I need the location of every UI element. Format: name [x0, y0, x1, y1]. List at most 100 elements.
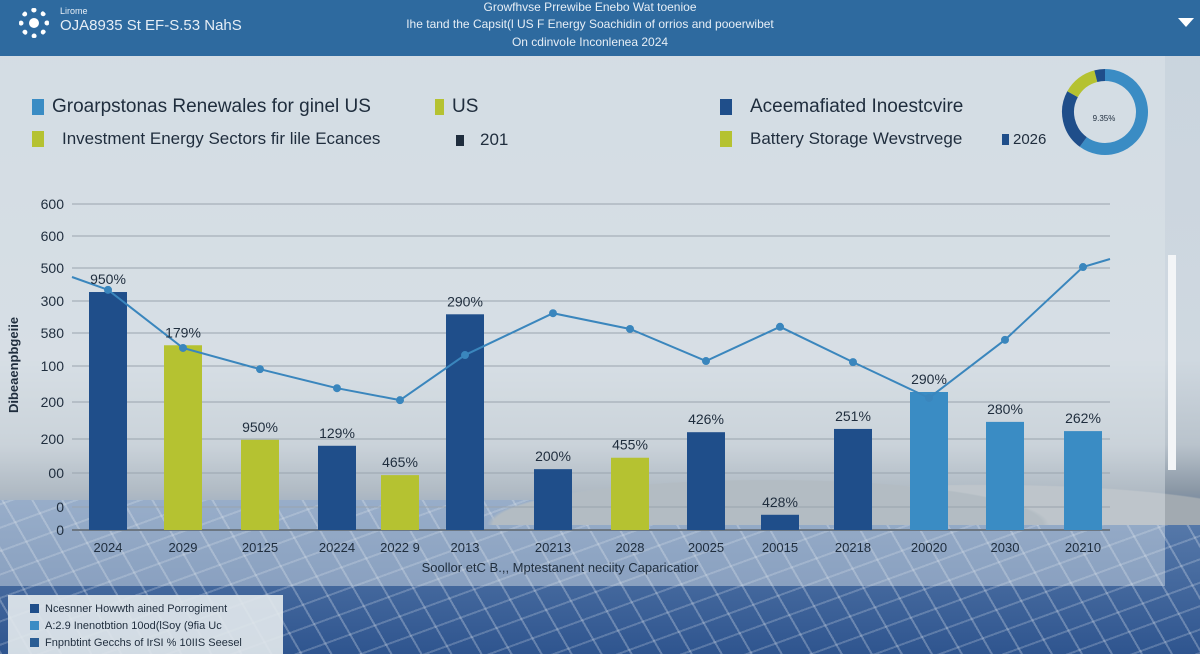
bar-value-label: 200%: [535, 448, 571, 464]
y-tick-label: 580: [41, 325, 65, 341]
bar: [986, 421, 1024, 530]
trend-point: [925, 393, 933, 402]
bottom-legend-item: Fnpnbtint Gecchs of IrSI % 10IIS Seesel: [30, 634, 283, 651]
x-tick-label: 20015: [762, 540, 798, 555]
legend-swatch: [30, 621, 39, 630]
bar: [318, 445, 356, 530]
header-subtitle-2: On cdinvoIe Inconlenea 2024: [511, 35, 669, 49]
brand-small: Lirome: [60, 6, 88, 16]
bar: [164, 345, 202, 530]
chevron-down-icon[interactable]: [1178, 18, 1194, 27]
bar-value-label: 251%: [835, 408, 871, 424]
x-tick-label: 2022 9: [380, 540, 420, 555]
donut-label: 9.35%: [1093, 114, 1116, 123]
bar-value-label: 129%: [319, 425, 355, 441]
bottom-legend-item: Ncesnner Howwth ained Porrogiment: [30, 600, 283, 617]
bar-value-label: 428%: [762, 494, 798, 510]
donut-slice: [1067, 70, 1098, 98]
x-tick-label: 20213: [535, 540, 571, 555]
legend-swatch: [1002, 134, 1009, 145]
legend-swatch: [32, 99, 44, 115]
bar: [381, 475, 419, 530]
bottom-legend-item: A:2.9 Inenotbtion 10od(lSoy (9fia Uc: [30, 617, 283, 634]
bar: [446, 314, 484, 530]
legend-label: Investment Energy Sectors fir lile Ecanc…: [62, 129, 381, 148]
trend-point: [626, 324, 634, 333]
logo-icon: [19, 8, 49, 38]
legend-item: Investment Energy Sectors fir lile Ecanc…: [32, 129, 380, 149]
x-tick-label: 2029: [169, 540, 198, 555]
y-tick-label: 0: [56, 499, 64, 515]
trend-point: [104, 285, 112, 294]
bar: [1064, 431, 1102, 530]
bar-value-label: 950%: [242, 419, 278, 435]
y-tick-label: 0: [56, 522, 64, 538]
donut-slice: [1094, 69, 1106, 83]
wind-turbine: [1168, 255, 1176, 470]
legend-item: Aceemafiated Inoestcvire: [720, 96, 963, 118]
brand-name: OJA8935 St EF-S.53 NahS: [60, 17, 242, 34]
bar: [910, 391, 948, 530]
trend-point: [1079, 263, 1087, 272]
legend-swatch: [720, 99, 732, 115]
x-tick-label: 20224: [319, 540, 355, 555]
bar: [834, 428, 872, 530]
bar: [534, 469, 572, 530]
bar-value-label: 426%: [688, 411, 724, 427]
y-tick-label: 200: [41, 431, 65, 447]
bar-value-label: 290%: [447, 293, 483, 309]
bar-value-label: 950%: [90, 271, 126, 287]
trend-point: [256, 365, 264, 374]
bar-value-label: 455%: [612, 437, 648, 453]
bottom-legend: Ncesnner Howwth ained Porrogiment A:2.9 …: [8, 595, 283, 654]
legend-label: Battery Storage Wevstrvege: [750, 129, 963, 148]
bar: [241, 439, 279, 530]
y-tick-label: 600: [41, 228, 65, 244]
donut-slice: [1062, 91, 1088, 147]
bar: [89, 292, 127, 530]
legend-label: 201: [480, 130, 509, 149]
x-tick-label: 2024: [94, 540, 123, 555]
legend-label: Fnpnbtint Gecchs of IrSI % 10IIS Seesel: [45, 636, 242, 649]
y-tick-label: 600: [41, 196, 65, 212]
trend-point: [849, 358, 857, 367]
legend-swatch: [30, 638, 39, 647]
donut-chart: [1062, 69, 1148, 155]
trend-point: [396, 396, 404, 405]
legend-swatch: [32, 131, 44, 147]
legend-label: Groarpstonas Renewales for ginel US: [52, 96, 371, 117]
trend-point: [776, 322, 784, 331]
x-tick-label: 20020: [911, 540, 947, 555]
trend-point: [702, 357, 710, 366]
y-tick-label: 200: [41, 394, 65, 410]
y-tick-label: 500: [41, 260, 65, 276]
legend-swatch: [30, 604, 39, 613]
header-title: Growfhvse Prrewibe Enebo Wat toenioe: [483, 0, 697, 14]
y-axis-label: Dibeaenpbgeiie: [6, 317, 21, 413]
x-tick-label: 2013: [451, 540, 480, 555]
legend-label: A:2.9 Inenotbtion 10od(lSoy (9fia Uc: [45, 619, 222, 632]
y-tick-label: 100: [41, 358, 65, 374]
y-tick-label: 00: [48, 465, 64, 481]
legend-label: US: [452, 96, 479, 117]
x-tick-label: 20125: [242, 540, 278, 555]
legend-item: Groarpstonas Renewales for ginel US: [32, 96, 371, 118]
bar: [611, 457, 649, 530]
legend-item: 2026: [1002, 131, 1046, 148]
x-tick-label: 20218: [835, 540, 871, 555]
legend-swatch: [720, 131, 732, 147]
bar: [687, 432, 725, 530]
trend-point: [461, 351, 469, 360]
legend-item: Battery Storage Wevstrvege: [720, 129, 962, 149]
x-axis-label: Soollor etC B.,, Mptestanent neciity Cap…: [422, 560, 699, 575]
donut-slice: [1079, 69, 1148, 155]
trend-point: [1001, 335, 1009, 344]
x-tick-label: 20025: [688, 540, 724, 555]
bar-value-label: 290%: [911, 371, 947, 387]
legend-label: Ncesnner Howwth ained Porrogiment: [45, 602, 228, 615]
x-tick-label: 2028: [616, 540, 645, 555]
header-bar: Lirome OJA8935 St EF-S.53 NahS Growfhvse…: [0, 0, 1200, 56]
trend-point: [179, 343, 187, 352]
legend-swatch: [435, 99, 444, 115]
